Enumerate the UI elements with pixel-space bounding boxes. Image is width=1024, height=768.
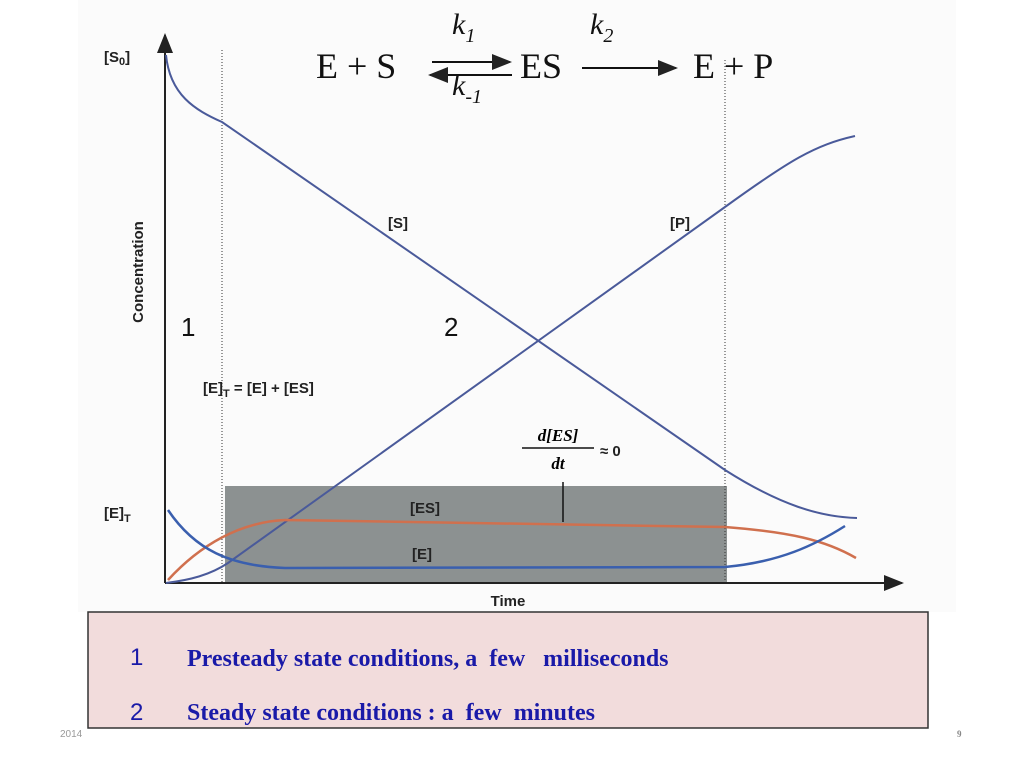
p-label: [P]	[670, 215, 690, 232]
x-axis-label: Time	[491, 593, 526, 610]
t: ]	[125, 49, 130, 66]
k: k	[452, 69, 466, 102]
phase-2: 2	[444, 312, 458, 342]
p-curve	[165, 135, 856, 584]
legend-text: Steady state conditions : a few minutes	[187, 700, 595, 726]
k-sub: 2	[603, 25, 613, 47]
footer-year: 2014	[60, 729, 83, 740]
et-label: [E]T	[104, 505, 131, 525]
conservation: [E]T = [E] + [ES]	[203, 380, 314, 400]
k2: k2	[590, 8, 613, 47]
t: = [E] + [ES]	[230, 380, 314, 397]
sub: T	[124, 513, 131, 525]
e-curve	[166, 509, 846, 570]
t: [S	[104, 49, 119, 66]
s-curve	[165, 54, 858, 519]
es-curve	[167, 518, 857, 581]
legend-text: Presteady state conditions, a few millis…	[187, 646, 669, 672]
sub: 0	[119, 56, 125, 68]
s0-label: [S0]	[104, 49, 130, 68]
t: [E]	[104, 505, 124, 522]
approx: ≈ 0	[600, 443, 621, 460]
sub: T	[223, 388, 230, 400]
t: [E]	[203, 380, 223, 397]
legend-number: 1	[130, 644, 143, 671]
k-sub: -1	[465, 86, 482, 108]
derivative: d[ES] dt ≈ 0	[522, 426, 621, 473]
s-label: [S]	[388, 215, 408, 232]
numerator: d[ES]	[538, 426, 579, 445]
k-1: k-1	[452, 69, 482, 108]
eq-right: E + P	[693, 46, 773, 86]
k1: k1	[452, 8, 475, 47]
eq-middle: ES	[520, 46, 562, 86]
phase-1: 1	[181, 312, 195, 342]
legend-box	[87, 611, 929, 729]
e-label: [E]	[412, 546, 432, 563]
es-label: [ES]	[410, 500, 440, 517]
legend-number: 2	[130, 699, 143, 726]
y-axis-label: Concentration	[130, 221, 147, 323]
k: k	[590, 8, 604, 41]
denominator: dt	[551, 454, 566, 473]
eq-left: E + S	[316, 46, 396, 86]
page-number: 9	[957, 729, 962, 739]
k: k	[452, 8, 466, 41]
k-sub: 1	[465, 25, 475, 47]
